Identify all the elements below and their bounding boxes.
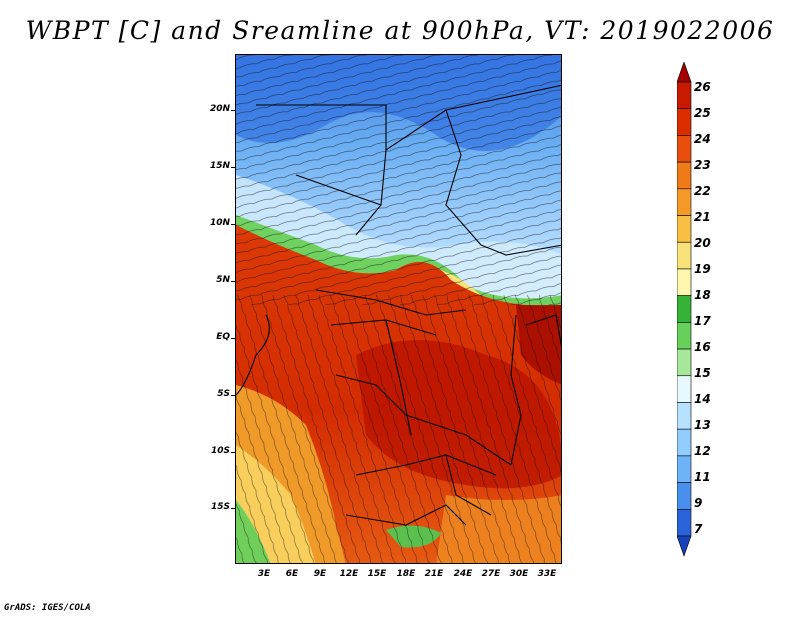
colorbar-label: 22 (694, 184, 711, 198)
lon-tick-21e: 21E (424, 569, 444, 579)
lat-tick-eq: EQ (216, 332, 230, 342)
country-borders (236, 84, 561, 526)
colorbar-segment (677, 108, 692, 136)
colorbar-label: 26 (694, 80, 711, 94)
colorbar-segment (677, 402, 692, 430)
colorbar-segment (677, 241, 692, 270)
map-frame (235, 54, 562, 564)
chart-title: WBPT [C] and Sreamline at 900hPa, VT: 20… (25, 16, 775, 45)
lat-tick-5n: 5N (216, 275, 230, 285)
map-plot (236, 55, 561, 563)
colorbar-label: 18 (694, 288, 711, 302)
colorbar-label: 12 (694, 444, 711, 458)
lat-tickmark (231, 452, 235, 453)
colorbar-label: 23 (694, 158, 711, 172)
lat-tickmark (231, 167, 235, 168)
lon-tick-12e: 12E (339, 569, 359, 579)
lon-tick-6e: 6E (285, 569, 299, 579)
colorbar-label: 25 (694, 106, 711, 120)
colorbar-bottom-arrow (677, 535, 692, 557)
colorbar-label: 24 (694, 132, 711, 146)
lat-tick-20n: 20N (209, 104, 230, 114)
colorbar-segments (677, 62, 692, 557)
colorbar-segment (677, 455, 692, 483)
colorbar-segment (677, 428, 692, 457)
lon-tick-24e: 24E (453, 569, 473, 579)
lat-tickmark (231, 508, 235, 509)
grads-credit: GrADS: IGES/COLA (4, 603, 91, 613)
colorbar-label: 17 (694, 314, 711, 328)
colorbar-segment (677, 508, 692, 537)
colorbar-label: 21 (694, 210, 711, 224)
colorbar-top-arrow (677, 62, 692, 83)
lon-tick-15e: 15E (367, 569, 387, 579)
lat-tickmark (231, 281, 235, 282)
colorbar-label: 20 (694, 236, 711, 250)
colorbar-segment (677, 482, 692, 510)
lon-tick-9e: 9E (313, 569, 327, 579)
colorbar (677, 62, 692, 557)
lat-tick-15n: 15N (209, 161, 230, 171)
lat-tickmark (231, 338, 235, 339)
colorbar-segment (677, 268, 692, 296)
colorbar-segment (677, 375, 692, 403)
colorbar-label: 16 (694, 340, 711, 354)
lat-tickmark (231, 395, 235, 396)
colorbar-segment (677, 215, 692, 243)
colorbar-label: 11 (694, 470, 711, 484)
lat-tickmark (231, 110, 235, 111)
lat-tick-15s: 15S (210, 502, 230, 512)
colorbar-label: 15 (694, 366, 711, 380)
colorbar-segment (677, 161, 692, 190)
colorbar-segment (677, 322, 692, 350)
colorbar-segment (677, 81, 692, 110)
colorbar-segment (677, 295, 692, 323)
colorbar-segment (677, 188, 692, 216)
lat-tick-5s: 5S (217, 389, 230, 399)
colorbar-segment (677, 348, 692, 377)
lon-tick-18e: 18E (396, 569, 416, 579)
lon-tick-30e: 30E (509, 569, 529, 579)
colorbar-label: 19 (694, 262, 711, 276)
colorbar-label: 14 (694, 392, 711, 406)
colorbar-label: 13 (694, 418, 711, 432)
lat-tick-10s: 10S (210, 446, 230, 456)
streamlines-south (236, 295, 561, 563)
streamlines-north (236, 55, 561, 305)
lat-tick-10n: 10N (209, 218, 230, 228)
lon-tick-33e: 33E (537, 569, 557, 579)
lon-tick-27e: 27E (481, 569, 501, 579)
colorbar-label: 7 (694, 522, 703, 536)
lat-tickmark (231, 224, 235, 225)
colorbar-segment (677, 135, 692, 163)
colorbar-label: 9 (694, 496, 703, 510)
lon-tick-3e: 3E (257, 569, 271, 579)
